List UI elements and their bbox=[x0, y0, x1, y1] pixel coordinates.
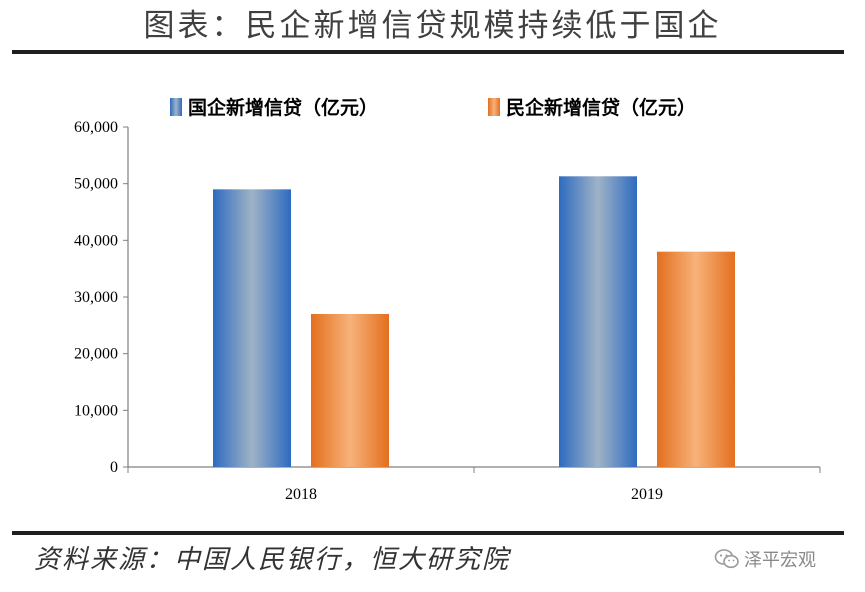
legend-swatch bbox=[488, 98, 500, 116]
watermark-text: 泽平宏观 bbox=[744, 550, 816, 571]
y-tick-label: 50,000 bbox=[74, 176, 118, 193]
top-divider bbox=[12, 50, 844, 54]
bar-chart: 国企新增信贷（亿元） 民企新增信贷（亿元） 0 10,000 20,000 30,000… bbox=[74, 96, 821, 503]
wechat-icon bbox=[714, 549, 739, 569]
chart-bars bbox=[213, 176, 735, 468]
bar-soe-2018 bbox=[213, 189, 291, 468]
y-tick-label: 30,000 bbox=[74, 289, 118, 306]
y-tick-label: 0 bbox=[110, 459, 118, 476]
x-tick-label: 2019 bbox=[631, 486, 663, 503]
y-tick-label: 10,000 bbox=[74, 402, 118, 419]
legend-label: 民企新增信贷（亿元） bbox=[506, 96, 696, 119]
x-tick-label: 2018 bbox=[285, 486, 317, 503]
bar-private-2018 bbox=[311, 314, 389, 467]
watermark: 泽平宏观 bbox=[714, 544, 816, 574]
chart-legend: 国企新增信贷（亿元） 民企新增信贷（亿元） bbox=[170, 96, 696, 119]
bar-soe-2019 bbox=[559, 176, 637, 468]
y-tick-label: 60,000 bbox=[74, 119, 118, 136]
page-title: 图表：民企新增信贷规模持续低于国企 bbox=[143, 8, 722, 44]
legend-swatch bbox=[170, 98, 182, 116]
bottom-divider bbox=[12, 531, 844, 535]
bar-private-2019 bbox=[657, 251, 735, 467]
source-note: 资料来源：中国人民银行，恒大研究院 bbox=[34, 545, 511, 575]
y-tick-label: 20,000 bbox=[74, 346, 118, 363]
y-tick-label: 40,000 bbox=[74, 232, 118, 249]
legend-label: 国企新增信贷（亿元） bbox=[188, 96, 378, 119]
